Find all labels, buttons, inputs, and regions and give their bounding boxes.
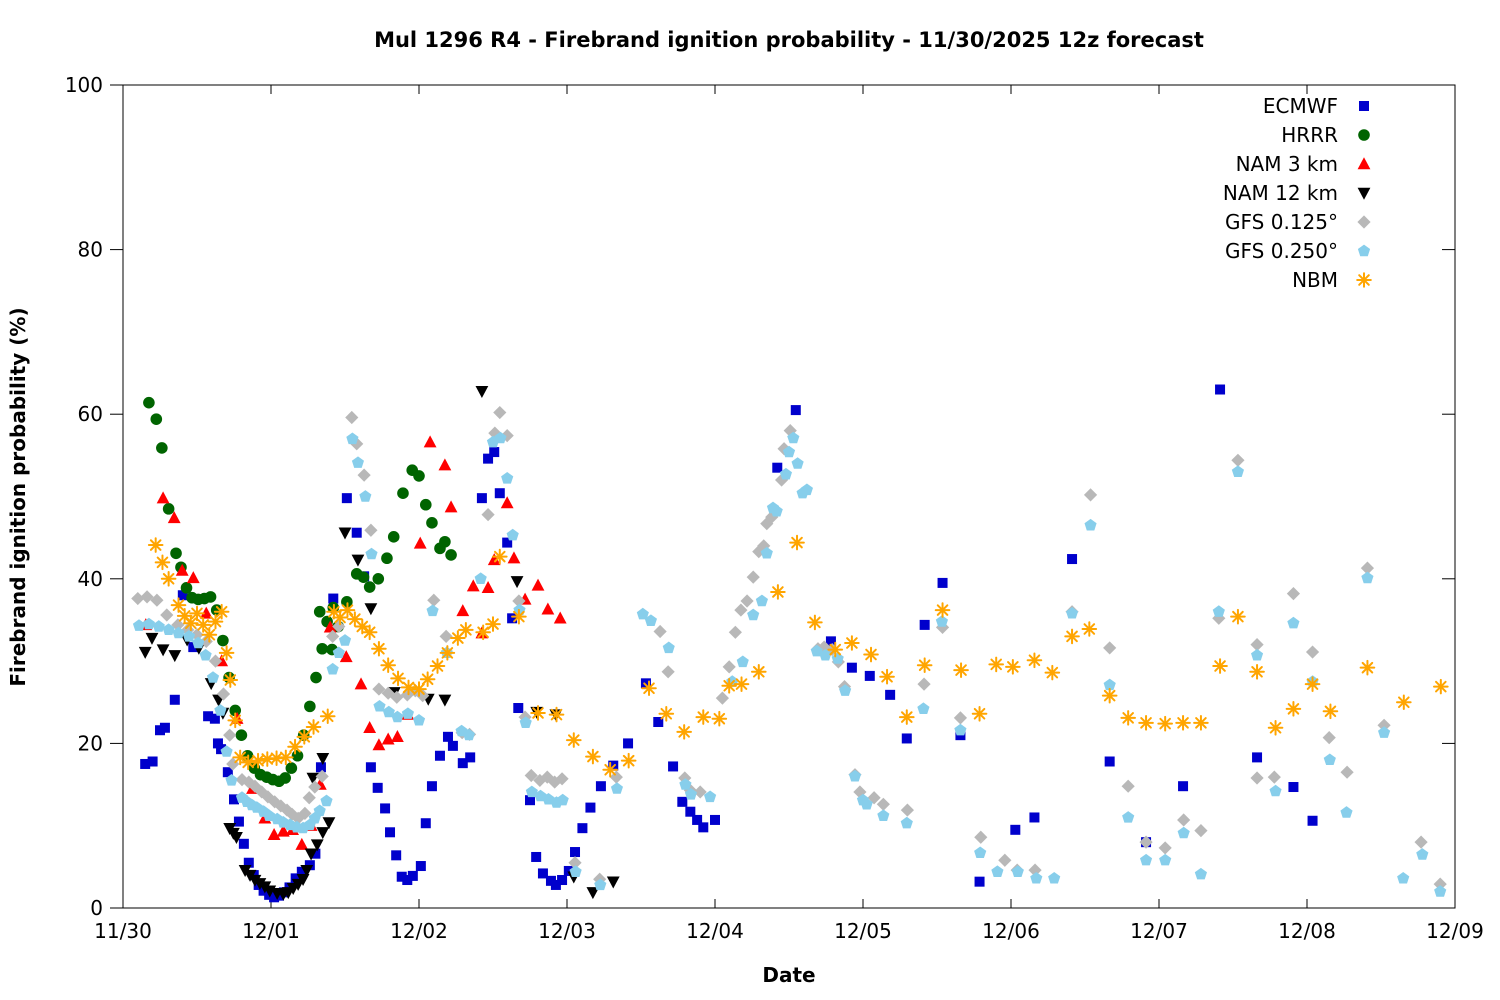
series-gfs-0-250-	[132, 431, 1447, 897]
y-tick-label: 60	[78, 402, 103, 426]
plot-frame	[122, 84, 1456, 909]
legend-label-nam-12-km: NAM 12 km	[1223, 181, 1338, 205]
x-tick-label: 12/09	[1426, 919, 1484, 943]
legend-label-gfs-0-250-: GFS 0.250°	[1225, 239, 1338, 263]
x-axis-label: Date	[762, 963, 816, 987]
legend-marker-pentagon-icon	[1357, 244, 1371, 257]
chart-title: Mul 1296 R4 - Firebrand ignition probabi…	[374, 28, 1204, 52]
legend-marker-diamond-icon	[1357, 215, 1371, 229]
legend: ECMWF HRRR NAM 3 km NAM 12 km GFS 0.125° GFS …	[1223, 94, 1372, 292]
legend-marker-square-icon	[1359, 101, 1369, 111]
series-nam-12-km	[138, 385, 620, 901]
x-tick-label: 12/02	[390, 919, 448, 943]
y-tick-label: 80	[78, 238, 103, 262]
series-nbm	[147, 534, 1449, 778]
legend-marker-asterisk-icon	[1356, 272, 1372, 288]
x-tick-label: 12/03	[538, 919, 596, 943]
legend-label-nam-3-km: NAM 3 km	[1236, 152, 1338, 176]
x-tick-label: 12/07	[1130, 919, 1188, 943]
y-tick-label: 0	[90, 896, 103, 920]
y-axis-label: Firebrand ignition probability (%)	[6, 307, 30, 687]
series-ecmwf	[140, 384, 1318, 903]
x-tick-label: 12/06	[982, 919, 1040, 943]
x-tick-label: 12/01	[242, 919, 300, 943]
series-hrrr	[143, 396, 457, 788]
y-tick-label: 20	[78, 731, 103, 755]
y-tick-label: 100	[65, 73, 103, 97]
legend-label-nbm: NBM	[1292, 268, 1338, 292]
x-tick-label: 11/30	[94, 919, 152, 943]
y-tick-label: 40	[78, 567, 103, 591]
legend-label-hrrr: HRRR	[1281, 123, 1338, 147]
x-tick-label: 12/04	[686, 919, 744, 943]
x-tick-label: 12/08	[1278, 919, 1336, 943]
x-tick-label: 12/05	[834, 919, 892, 943]
legend-label-ecmwf: ECMWF	[1263, 94, 1338, 118]
legend-marker-triangle-up-icon	[1357, 157, 1371, 170]
legend-label-gfs-0-125-: GFS 0.125°	[1225, 210, 1338, 234]
legend-marker-triangle-down-icon	[1357, 187, 1371, 200]
legend-marker-circle-icon	[1358, 129, 1370, 141]
